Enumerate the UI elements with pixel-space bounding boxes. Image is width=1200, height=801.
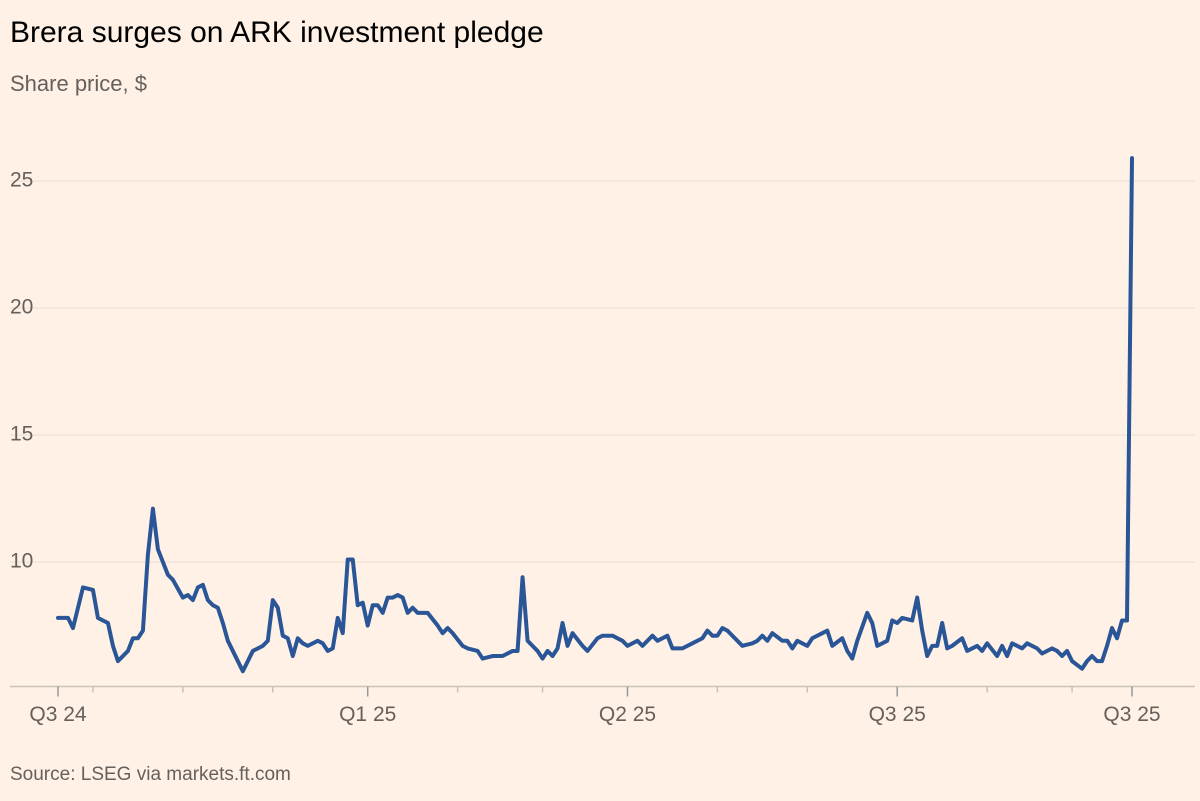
chart-subtitle: Share price, $ [10, 71, 147, 96]
x-tick-label: Q3 24 [29, 703, 87, 726]
source-note: Source: LSEG via markets.ft.com [10, 764, 291, 785]
x-tick-label: Q3 25 [869, 703, 926, 726]
y-tick-label: 20 [10, 296, 33, 319]
y-tick-label: 25 [10, 169, 33, 192]
x-tick-label: Q1 25 [339, 703, 396, 726]
price-line [56, 156, 1134, 674]
x-tick-label: Q3 25 [1103, 703, 1160, 726]
chart-title: Brera surges on ARK investment pledge [10, 16, 544, 49]
y-tick-label: 10 [10, 550, 33, 573]
x-tick-label: Q2 25 [599, 703, 656, 726]
y-tick-label: 15 [10, 423, 33, 446]
